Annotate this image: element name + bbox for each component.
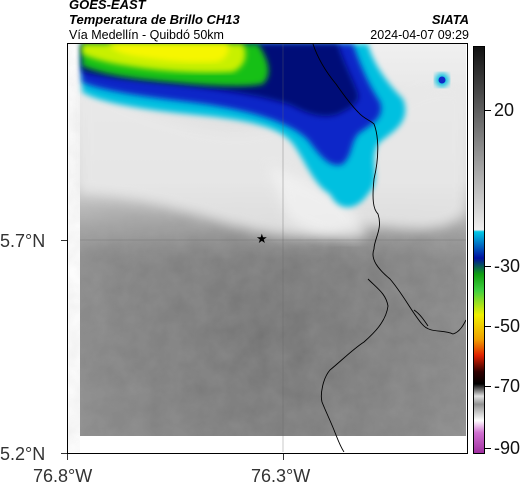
colorbar-tick — [485, 326, 491, 327]
lon-label-76.8: 76.8°W — [33, 466, 93, 486]
colorbar-label-minus90: -90 — [494, 438, 521, 458]
colorbar-label-20: 20 — [494, 100, 515, 120]
satellite-source: GOES-EAST — [69, 0, 146, 12]
lat-label-5.7: 5.7°N — [0, 231, 46, 251]
lon-tick — [67, 454, 68, 460]
lon-label-76.3: 76.3°W — [251, 466, 311, 486]
timestamp: 2024-04-07 09:29 — [370, 28, 469, 42]
colorbar-tick — [485, 266, 491, 267]
route-label: Vía Medellín - Quibdó 50km — [69, 28, 224, 42]
colorbar-tick — [485, 110, 491, 111]
agency-label: SIATA — [431, 12, 469, 27]
colorbar-label-minus30: -30 — [494, 256, 521, 276]
lat-tick — [61, 453, 67, 454]
product-title: Temperatura de Brillo CH13 — [69, 12, 240, 27]
brightness-temperature-field — [80, 44, 466, 452]
star-icon: ★ — [256, 231, 268, 246]
colorbar — [473, 46, 485, 454]
lat-tick — [61, 240, 67, 241]
colorbar-label-minus70: -70 — [494, 376, 521, 396]
satellite-map: ★ — [67, 43, 468, 454]
colorbar-label-minus50: -50 — [494, 316, 521, 336]
lon-tick — [283, 454, 284, 460]
lat-label-5.2: 5.2°N — [0, 444, 46, 464]
colorbar-tick — [485, 448, 491, 449]
colorbar-tick — [485, 386, 491, 387]
